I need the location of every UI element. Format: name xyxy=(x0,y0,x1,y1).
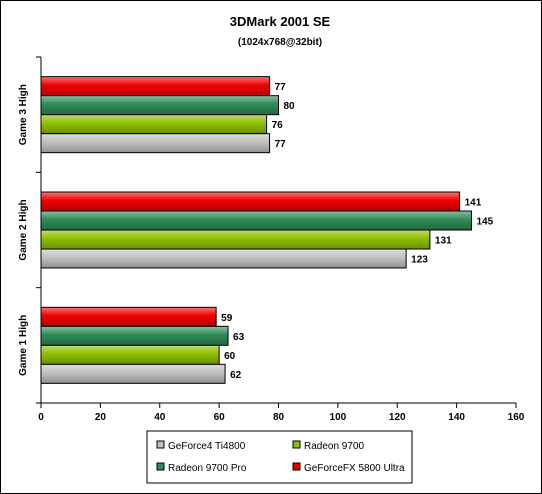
x-tick-label-0: 0 xyxy=(38,412,44,423)
legend-swatch-radeon-9700-pro xyxy=(156,462,165,471)
data-label-game-3-high-geforcefx-5800-ultra: 77 xyxy=(275,82,287,93)
x-tick-label-80: 80 xyxy=(273,412,285,423)
bar-game-2-high-geforcefx-5800-ultra xyxy=(40,191,461,212)
x-tick-label-120: 120 xyxy=(389,412,406,423)
data-label-game-2-high-geforcefx-5800-ultra: 141 xyxy=(465,198,482,209)
data-label-game-3-high-radeon-9700: 76 xyxy=(272,120,284,131)
category-label-game-1-high: Game 1 High xyxy=(18,315,29,376)
data-label-game-1-high-geforce4-ti4800: 62 xyxy=(230,370,242,381)
legend-swatch-geforce4-ti4800 xyxy=(156,440,165,449)
category-label-game-3-high: Game 3 High xyxy=(18,84,29,145)
x-tick-label-20: 20 xyxy=(95,412,107,423)
data-label-game-2-high-radeon-9700: 131 xyxy=(435,236,452,247)
bar-game-1-high-radeon-9700-pro xyxy=(40,325,229,346)
bar-game-1-high-radeon-9700 xyxy=(40,344,220,365)
chart-subtitle: (1024x768@32bit) xyxy=(238,37,322,48)
data-label-game-1-high-geforcefx-5800-ultra: 59 xyxy=(221,313,233,324)
x-tick-label-40: 40 xyxy=(154,412,166,423)
data-label-game-3-high-geforce4-ti4800: 77 xyxy=(275,139,287,150)
x-tick-label-160: 160 xyxy=(508,412,525,423)
legend: GeForce4 Ti4800 Radeon 9700 Radeon 9700 Pr… xyxy=(146,430,413,484)
bar-game-2-high-radeon-9700-pro xyxy=(40,210,472,231)
data-label-game-2-high-radeon-9700-pro: 145 xyxy=(476,217,493,228)
legend-label-geforce4-ti4800: GeForce4 Ti4800 xyxy=(168,441,246,452)
bar-game-3-high-radeon-9700 xyxy=(40,114,268,135)
x-tick-label-60: 60 xyxy=(214,412,226,423)
legend-swatch-radeon-9700 xyxy=(292,440,301,449)
bar-game-3-high-geforce4-ti4800 xyxy=(40,133,271,154)
data-label-game-1-high-radeon-9700: 60 xyxy=(224,351,236,362)
legend-label-geforcefx-5800-ultra: GeForceFX 5800 Ultra xyxy=(304,463,405,474)
data-label-game-3-high-radeon-9700-pro: 80 xyxy=(284,101,296,112)
bar-game-3-high-radeon-9700-pro xyxy=(40,95,279,116)
bar-game-1-high-geforce4-ti4800 xyxy=(40,363,226,384)
bar-game-3-high-geforcefx-5800-ultra xyxy=(40,76,271,97)
legend-label-radeon-9700-pro: Radeon 9700 Pro xyxy=(168,463,247,474)
x-tick-label-140: 140 xyxy=(448,412,465,423)
legend-swatch-geforcefx-5800-ultra xyxy=(292,462,301,471)
x-tick-label-100: 100 xyxy=(330,412,347,423)
category-label-game-2-high: Game 2 High xyxy=(18,199,29,260)
data-label-game-1-high-radeon-9700-pro: 63 xyxy=(233,332,245,343)
bar-game-2-high-geforce4-ti4800 xyxy=(40,248,407,269)
bar-game-2-high-radeon-9700 xyxy=(40,229,431,250)
data-label-game-2-high-geforce4-ti4800: 123 xyxy=(411,255,428,266)
bar-game-1-high-geforcefx-5800-ultra xyxy=(40,306,217,327)
legend-box xyxy=(146,430,413,484)
chart-title: 3DMark 2001 SE xyxy=(230,14,331,29)
legend-label-radeon-9700: Radeon 9700 xyxy=(304,441,364,452)
